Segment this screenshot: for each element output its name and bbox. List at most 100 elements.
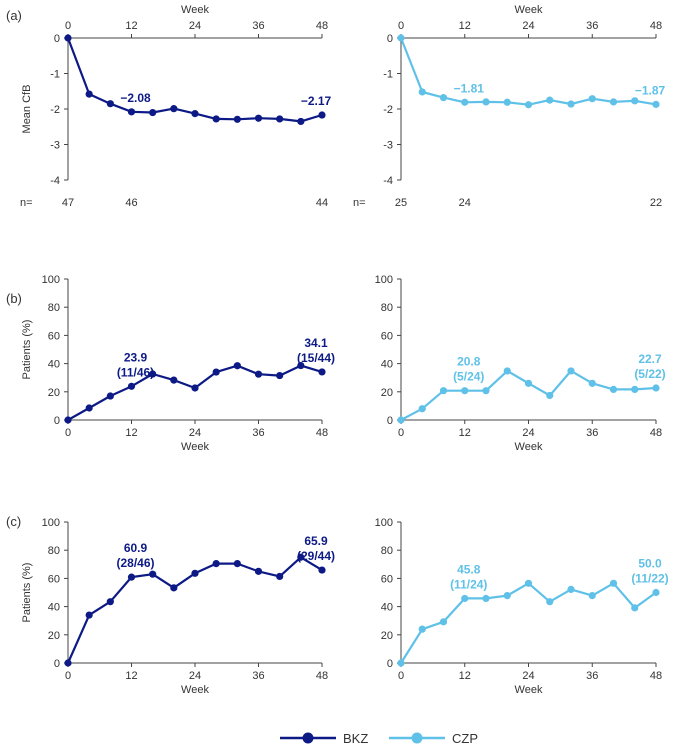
data-point — [149, 108, 157, 117]
data-point — [546, 96, 554, 104]
x-tick-label: 12 — [125, 20, 137, 32]
data-point — [127, 108, 136, 116]
data-point — [652, 384, 660, 392]
data-label: 34.1 — [304, 336, 328, 350]
n-value: 44 — [316, 197, 328, 209]
y-tick-label: 20 — [381, 387, 393, 399]
data-label: 22.7 — [638, 352, 662, 366]
legend-marker-bkz — [302, 732, 314, 744]
n-value: 24 — [459, 197, 471, 209]
data-point — [64, 416, 72, 424]
n-label: n= — [353, 197, 366, 209]
y-tick-label: 80 — [48, 302, 60, 314]
data-point — [318, 111, 326, 119]
y-tick-label: 0 — [387, 658, 393, 670]
y-tick-label: 0 — [387, 33, 393, 45]
y-tick-label: 60 — [381, 330, 393, 342]
data-point — [609, 579, 618, 587]
y-tick-label: 100 — [375, 517, 393, 529]
data-point — [524, 101, 533, 109]
data-point — [106, 100, 114, 108]
data-label: 50.0 — [638, 557, 662, 571]
data-point — [64, 34, 72, 42]
data-point — [482, 594, 490, 603]
y-tick-label: 100 — [375, 274, 393, 286]
data-point — [149, 370, 157, 378]
data-label: (5/22) — [634, 367, 665, 381]
data-point — [418, 88, 426, 96]
y-tick-label: -2 — [50, 104, 60, 116]
y-tick-label: 60 — [381, 573, 393, 585]
data-point — [588, 592, 596, 600]
y-tick-label: 40 — [381, 359, 393, 371]
data-point — [503, 98, 511, 106]
x-tick-label: 48 — [650, 20, 662, 32]
y-tick-label: -3 — [50, 140, 60, 152]
x-tick-label: 0 — [398, 427, 404, 439]
panel-label-b: (b) — [6, 291, 22, 306]
y-tick-label: -2 — [383, 104, 393, 116]
chart-b-bkz: 0 20 40 60 80 100 0 12 24 36 48 Week Patients (%) 23.… — [21, 274, 335, 453]
data-point — [439, 387, 448, 395]
data-point — [297, 117, 305, 126]
data-point — [276, 371, 284, 380]
y-axis-label: Mean CfB — [21, 85, 33, 134]
data-point — [482, 387, 490, 395]
data-point — [318, 368, 326, 376]
data-point — [212, 115, 220, 123]
panel-label-a: (a) — [6, 8, 22, 23]
data-point — [170, 376, 178, 384]
data-point — [397, 659, 405, 667]
legend-label-bkz: BKZ — [343, 731, 368, 746]
y-tick-label: -1 — [383, 69, 393, 81]
x-tick-label: 36 — [252, 427, 264, 439]
x-tick-label: 48 — [316, 20, 328, 32]
data-point — [149, 570, 157, 578]
x-axis-label: Week — [515, 684, 543, 696]
y-tick-label: -3 — [383, 140, 393, 152]
data-point — [276, 572, 284, 581]
chart-b-czp: 0 20 40 60 80 100 0 12 24 36 48 Week 20.8(5/24) 22.7(… — [375, 274, 666, 453]
data-point — [297, 361, 305, 370]
x-tick-label: 24 — [189, 427, 201, 439]
data-label: (5/24) — [453, 370, 484, 384]
data-point — [191, 110, 199, 118]
x-tick-label: 0 — [65, 20, 71, 32]
y-tick-label: 80 — [48, 545, 60, 557]
y-tick-label: 20 — [48, 630, 60, 642]
x-tick-label: 24 — [189, 670, 201, 682]
y-tick-label: 0 — [54, 658, 60, 670]
x-tick-label: 0 — [65, 427, 71, 439]
data-point — [85, 90, 93, 98]
series-line-bkz — [66, 37, 323, 123]
data-label: −2.17 — [301, 94, 332, 108]
n-value: 47 — [62, 197, 74, 209]
x-axis-label: Week — [515, 4, 543, 16]
data-label: −1.81 — [454, 81, 485, 95]
data-point — [546, 391, 554, 400]
x-tick-label: 36 — [586, 427, 598, 439]
y-tick-label: 40 — [48, 359, 60, 371]
data-point — [418, 405, 426, 413]
x-tick-label: 24 — [189, 20, 201, 32]
y-tick-label: 0 — [387, 415, 393, 427]
x-tick-label: 0 — [65, 670, 71, 682]
y-tick-label: -4 — [50, 175, 60, 187]
data-point — [567, 100, 575, 108]
data-label: (11/46) — [117, 365, 154, 379]
x-tick-label: 12 — [459, 670, 471, 682]
data-label: (15/44) — [297, 351, 335, 365]
x-tick-label: 24 — [522, 670, 534, 682]
n-value: 25 — [395, 197, 407, 209]
y-tick-label: 40 — [48, 602, 60, 614]
chart-a-bkz: 0 -1 -2 -3 -4 0 12 24 36 48 Week Mean CfB −2.08 −2.17… — [20, 4, 332, 209]
x-tick-label: 12 — [125, 427, 137, 439]
legend-marker-czp — [411, 732, 423, 744]
data-point — [233, 115, 241, 123]
data-point — [127, 382, 136, 390]
data-point — [503, 367, 511, 375]
data-point — [652, 588, 660, 597]
x-tick-label: 48 — [316, 427, 328, 439]
y-tick-label: -4 — [383, 175, 393, 187]
data-point — [567, 367, 575, 375]
